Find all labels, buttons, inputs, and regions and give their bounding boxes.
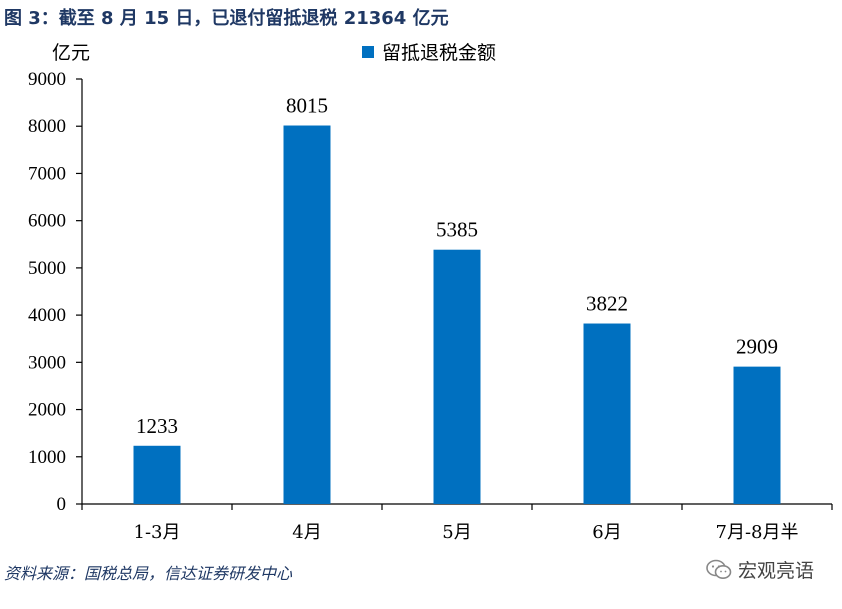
y-tick-label: 7000 — [28, 163, 66, 184]
x-tick-label: 5月 — [442, 522, 471, 543]
bar — [133, 445, 181, 504]
figure-title: 图 3：截至 8 月 15 日，已退付留抵退税 21364 亿元 — [4, 8, 449, 29]
bar — [733, 366, 781, 504]
y-tick-label: 4000 — [28, 305, 66, 326]
y-tick-label: 2000 — [28, 400, 66, 421]
y-tick-label: 9000 — [28, 69, 66, 90]
y-tick-label: 0 — [57, 494, 67, 515]
chart-legend: 留抵退税金额 — [362, 38, 496, 65]
y-tick-label: 5000 — [28, 258, 66, 279]
chart-labels: 0 1000 2000 3000 4000 5000 6000 7000 8000 9000 123… — [28, 69, 799, 543]
bar — [283, 125, 331, 504]
data-label: 1233 — [136, 414, 178, 438]
legend-label: 留抵退税金额 — [382, 42, 497, 64]
chart-bars — [133, 125, 781, 504]
x-tick-label: 4月 — [292, 522, 321, 543]
data-label: 5385 — [436, 218, 478, 242]
legend-swatch — [362, 45, 374, 58]
y-tick-label: 3000 — [28, 352, 66, 373]
source-note: 资料来源：国税总局，信达证券研发中心 — [4, 564, 293, 583]
data-label: 8015 — [286, 94, 328, 118]
bar — [433, 249, 481, 504]
data-label: 3822 — [586, 292, 628, 316]
wechat-icon — [706, 559, 732, 579]
watermark: 宏观亮语 — [706, 556, 814, 583]
y-tick-label: 8000 — [28, 116, 66, 137]
x-tick-label: 6月 — [592, 522, 621, 543]
x-tick-label: 7月-8月半 — [716, 522, 799, 543]
bar — [583, 323, 631, 504]
watermark-text: 宏观亮语 — [737, 560, 814, 582]
x-tick-label: 1-3月 — [134, 522, 181, 543]
data-label: 2909 — [736, 335, 778, 359]
y-tick-label: 6000 — [28, 211, 66, 232]
y-axis-unit-label: 亿元 — [52, 42, 91, 64]
y-tick-label: 1000 — [28, 447, 66, 468]
